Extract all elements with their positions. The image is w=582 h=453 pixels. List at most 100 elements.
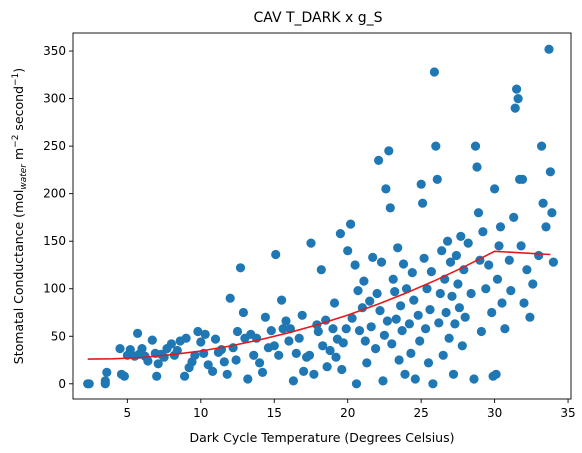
scatter-point xyxy=(500,324,510,334)
scatter-point xyxy=(362,358,372,368)
fit-curve xyxy=(87,250,551,360)
scatter-point xyxy=(210,334,221,344)
scatter-point xyxy=(422,284,432,294)
scatter-point xyxy=(193,326,203,337)
scatter-point xyxy=(181,333,191,343)
scatter-point xyxy=(379,330,389,340)
scatter-point xyxy=(328,324,338,334)
scatter-point xyxy=(385,203,395,213)
y-label-suffix: ) xyxy=(11,68,26,73)
y-axis-ticks: 0 50 100 150 200 250 300 350 xyxy=(43,44,73,391)
scatter-point xyxy=(147,335,157,345)
fit-curve-layer xyxy=(87,250,551,360)
scatter-point xyxy=(243,374,253,384)
scatter-point xyxy=(125,345,135,355)
scatter-point xyxy=(425,305,435,315)
scatter-point xyxy=(476,326,486,337)
scatter-point xyxy=(519,298,529,308)
scatter-point xyxy=(537,141,547,151)
scatter-point xyxy=(208,366,218,376)
x-tick-label: 20 xyxy=(340,406,355,420)
y-tick-label: 150 xyxy=(43,234,66,248)
x-tick-label: 10 xyxy=(193,406,208,420)
scatter-point xyxy=(469,374,479,384)
scatter-points xyxy=(83,44,559,389)
scatter-point xyxy=(274,350,284,360)
scatter-point xyxy=(409,295,419,305)
scatter-point xyxy=(421,324,431,334)
scatter-point xyxy=(513,94,523,104)
scatter-point xyxy=(454,303,464,313)
scatter-point xyxy=(456,231,466,241)
scatter-point xyxy=(428,379,438,389)
x-tick-label: 5 xyxy=(124,406,132,420)
scatter-point xyxy=(445,257,456,267)
scatter-point xyxy=(494,241,504,251)
scatter-point xyxy=(457,341,467,351)
scatter-point xyxy=(316,265,326,275)
scatter-point xyxy=(387,339,397,349)
scatter-point xyxy=(180,371,190,381)
scatter-point xyxy=(516,241,526,251)
y-tick-label: 0 xyxy=(58,377,66,391)
scatter-point xyxy=(547,208,557,218)
scatter-point xyxy=(203,360,213,370)
scatter-point xyxy=(249,350,259,360)
scatter-point xyxy=(490,184,500,194)
scatter-point xyxy=(404,319,414,329)
scatter-point xyxy=(517,174,528,184)
scatter-point xyxy=(384,146,394,156)
scatter-point xyxy=(511,84,522,94)
scatter-point xyxy=(288,376,298,386)
scatter-point xyxy=(491,369,501,379)
y-tick-label: 350 xyxy=(43,44,66,58)
scatter-point xyxy=(472,162,482,172)
scatter-point xyxy=(466,288,476,299)
y-label-prefix: Stomatal Conductance (mol xyxy=(11,190,26,365)
scatter-point xyxy=(238,307,248,318)
scatter-point xyxy=(418,198,428,208)
y-tick-label: 200 xyxy=(43,187,66,201)
scatter-point xyxy=(299,366,309,376)
scatter-point xyxy=(115,344,125,354)
scatter-point xyxy=(376,257,387,267)
scatter-point xyxy=(541,222,551,232)
x-tick-label: 15 xyxy=(267,406,282,420)
scatter-point xyxy=(306,238,316,248)
scatter-point xyxy=(441,307,451,318)
x-tick-label: 30 xyxy=(487,406,502,420)
scatter-point xyxy=(463,238,473,248)
scatter-point xyxy=(325,345,335,356)
scatter-point xyxy=(435,288,445,299)
scatter-point xyxy=(190,350,200,360)
scatter-point xyxy=(153,359,163,369)
scatter-point xyxy=(528,279,538,289)
axes xyxy=(72,32,572,400)
scatter-point xyxy=(388,274,398,284)
scatter-point xyxy=(453,279,463,289)
scatter-point xyxy=(172,345,182,356)
scatter-point xyxy=(278,324,288,334)
scatter-point xyxy=(346,219,356,229)
scatter-point xyxy=(448,369,459,379)
scatter-point xyxy=(534,250,544,261)
scatter-point xyxy=(400,369,410,379)
scatter-point xyxy=(407,268,417,278)
scatter-point xyxy=(525,312,535,322)
scatter-point xyxy=(460,312,470,322)
scatter-point xyxy=(375,306,385,316)
scatter-point xyxy=(102,367,112,377)
scatter-point xyxy=(378,376,388,386)
scatter-point xyxy=(335,229,345,239)
y-label-subscript: water xyxy=(19,163,29,190)
scatter-point xyxy=(398,259,409,269)
x-tick-label: 25 xyxy=(414,406,429,420)
scatter-point xyxy=(260,312,270,322)
scatter-point xyxy=(522,265,532,275)
scatter-point xyxy=(231,355,241,365)
scatter-point xyxy=(222,369,232,379)
scatter-point xyxy=(497,298,507,308)
scatter-point xyxy=(219,357,229,367)
scatter-point xyxy=(431,141,441,151)
x-axis-ticks: 5 10 15 20 25 30 35 xyxy=(124,399,576,420)
